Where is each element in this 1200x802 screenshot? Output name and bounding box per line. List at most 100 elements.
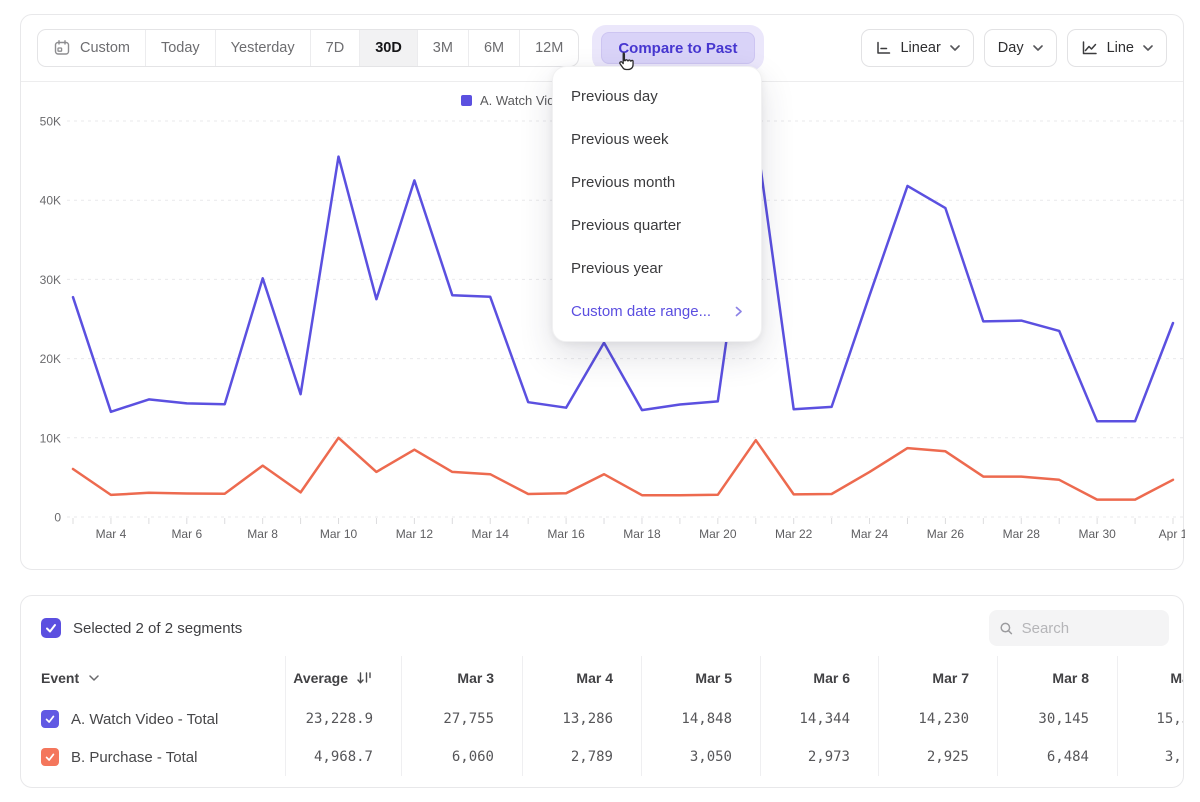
column-header-mar-7: Mar 7 [878, 656, 997, 700]
column-header-mar-6: Mar 6 [760, 656, 878, 700]
menu-item-label: Previous week [571, 131, 669, 148]
table-cell-value: 14,848 [641, 700, 760, 738]
line-chart: 0 10K 20K 30K 40K 50K Mar 4 Mar 6 Mar 8 Mar 10 Mar… [40, 115, 1185, 541]
compare-to-past-button[interactable]: Compare to Past [601, 32, 755, 64]
line-chart-icon [1082, 41, 1097, 55]
segments-table-clip: Event Average Mar 3 Mar 4 Mar 5 Mar 6 Mar 7 Mar… [21, 656, 1183, 776]
select-all-checkbox[interactable] [41, 618, 61, 638]
y-axis-tick-label: 30K [40, 273, 61, 287]
x-axis-tick-label: Mar 18 [623, 527, 661, 541]
menu-item-label: Previous year [571, 260, 663, 277]
column-header-label: Event [41, 670, 80, 686]
scale-select-button[interactable]: Linear [861, 29, 974, 67]
range-option-30d[interactable]: 30D [359, 30, 417, 66]
table-cell-value: 30,145 [997, 700, 1117, 738]
column-header-label: Mar 4 [576, 670, 613, 686]
menu-item-label: Previous quarter [571, 217, 682, 234]
chevron-right-icon [735, 306, 742, 317]
menu-item-previous-year[interactable]: Previous year [553, 247, 761, 290]
segments-table-card: Selected 2 of 2 segments Event Average Mar… [20, 595, 1184, 788]
range-option-custom[interactable]: Custom [38, 30, 145, 66]
column-header-mar-5: Mar 5 [641, 656, 760, 700]
column-header-mar-3: Mar 3 [401, 656, 522, 700]
segment-label: B. Purchase - Total [71, 748, 198, 766]
range-option-label: Today [160, 40, 200, 56]
compare-to-past-menu: Previous day Previous week Previous month P… [552, 66, 762, 342]
sort-descending-icon [357, 672, 371, 684]
chart-type-select-label: Line [1106, 40, 1134, 56]
check-icon [45, 715, 55, 723]
segment-checkbox[interactable] [41, 710, 59, 728]
menu-item-previous-day[interactable]: Previous day [553, 75, 761, 118]
series-line [71, 131, 1175, 423]
linear-axis-icon [877, 41, 891, 54]
chart-type-select-button[interactable]: Line [1066, 29, 1167, 67]
range-option-6m[interactable]: 6M [467, 30, 519, 66]
column-header-label: Mar 5 [695, 670, 732, 686]
column-header-average[interactable]: Average [285, 656, 401, 700]
table-cell-value: 6,060 [401, 738, 522, 776]
x-axis-tick-label: Mar 4 [96, 527, 127, 541]
column-header-label: Mar 9 [1170, 670, 1183, 686]
column-header-event[interactable]: Event [21, 656, 285, 700]
table-row-event[interactable]: A. Watch Video - Total [21, 700, 285, 738]
range-option-label: Custom [80, 40, 130, 56]
x-axis-tick-label: Mar 10 [320, 527, 358, 541]
table-cell-value: 14,230 [878, 700, 997, 738]
segments-bar: Selected 2 of 2 segments [21, 596, 1183, 656]
table-cell-value: 14,344 [760, 700, 878, 738]
segments-table: Event Average Mar 3 Mar 4 Mar 5 Mar 6 Mar 7 Mar… [21, 656, 1183, 776]
x-axis-tick-label: Mar 30 [1078, 527, 1116, 541]
range-option-12m[interactable]: 12M [519, 30, 578, 66]
menu-item-previous-quarter[interactable]: Previous quarter [553, 204, 761, 247]
x-axis-tick-label: Mar 12 [396, 527, 434, 541]
x-axis-tick-label: Mar 26 [927, 527, 965, 541]
search-input[interactable] [1021, 619, 1159, 637]
range-option-3m[interactable]: 3M [416, 30, 468, 66]
interval-select-button[interactable]: Day [983, 29, 1057, 67]
table-cell-value: 2,925 [878, 738, 997, 776]
segment-label: A. Watch Video - Total [71, 710, 219, 728]
column-header-label: Mar 6 [813, 670, 850, 686]
search-icon [1000, 622, 1013, 634]
column-header-label: Mar 3 [457, 670, 494, 686]
x-axis-tick-label: Mar 22 [775, 527, 813, 541]
segment-checkbox[interactable] [41, 748, 59, 766]
table-row-event[interactable]: B. Purchase - Total [21, 738, 285, 776]
table-cell-value: 3,050 [641, 738, 760, 776]
table-cell-value: 27,755 [401, 700, 522, 738]
range-option-label: 6M [483, 40, 505, 56]
chart-legend: A. Watch Video - Total [461, 93, 553, 108]
compare-to-past-halo: Compare to Past [592, 25, 764, 71]
chart-area[interactable]: 0 10K 20K 30K 40K 50K Mar 4 Mar 6 Mar 8 Mar 10 Mar… [21, 82, 1185, 569]
x-axis-tick-label: Mar 16 [547, 527, 585, 541]
range-option-yesterday[interactable]: Yesterday [214, 30, 310, 66]
y-axis-tick-label: 50K [40, 115, 61, 129]
column-header-label: Mar 8 [1052, 670, 1089, 686]
range-option-label: 12M [535, 40, 564, 56]
search-box [989, 610, 1169, 646]
menu-item-label: Previous month [571, 174, 676, 191]
x-axis-tick-label: Mar 28 [1003, 527, 1041, 541]
series-line [71, 436, 1175, 501]
table-cell-value: 4,968.7 [285, 738, 401, 776]
chevron-down-icon [89, 674, 99, 681]
x-axis-tick-label: Apr 1 [1159, 527, 1185, 541]
selected-segments-label: Selected 2 of 2 segments [73, 619, 243, 637]
y-axis-tick-label: 0 [54, 511, 61, 525]
range-option-7d[interactable]: 7D [309, 30, 360, 66]
table-cell-value: 15,500 [1117, 700, 1183, 738]
check-icon [46, 624, 56, 633]
menu-item-previous-month[interactable]: Previous month [553, 161, 761, 204]
scale-select-label: Linear [900, 40, 941, 56]
column-header-mar-4: Mar 4 [522, 656, 641, 700]
menu-item-custom-date-range[interactable]: Custom date range... [553, 290, 761, 333]
range-option-label: Yesterday [230, 40, 295, 56]
menu-item-label: Previous day [571, 88, 658, 105]
chevron-down-icon [949, 44, 960, 51]
menu-item-previous-week[interactable]: Previous week [553, 118, 761, 161]
table-cell-value: 6,484 [997, 738, 1117, 776]
range-option-today[interactable]: Today [144, 30, 215, 66]
y-axis-tick-label: 20K [40, 352, 61, 366]
